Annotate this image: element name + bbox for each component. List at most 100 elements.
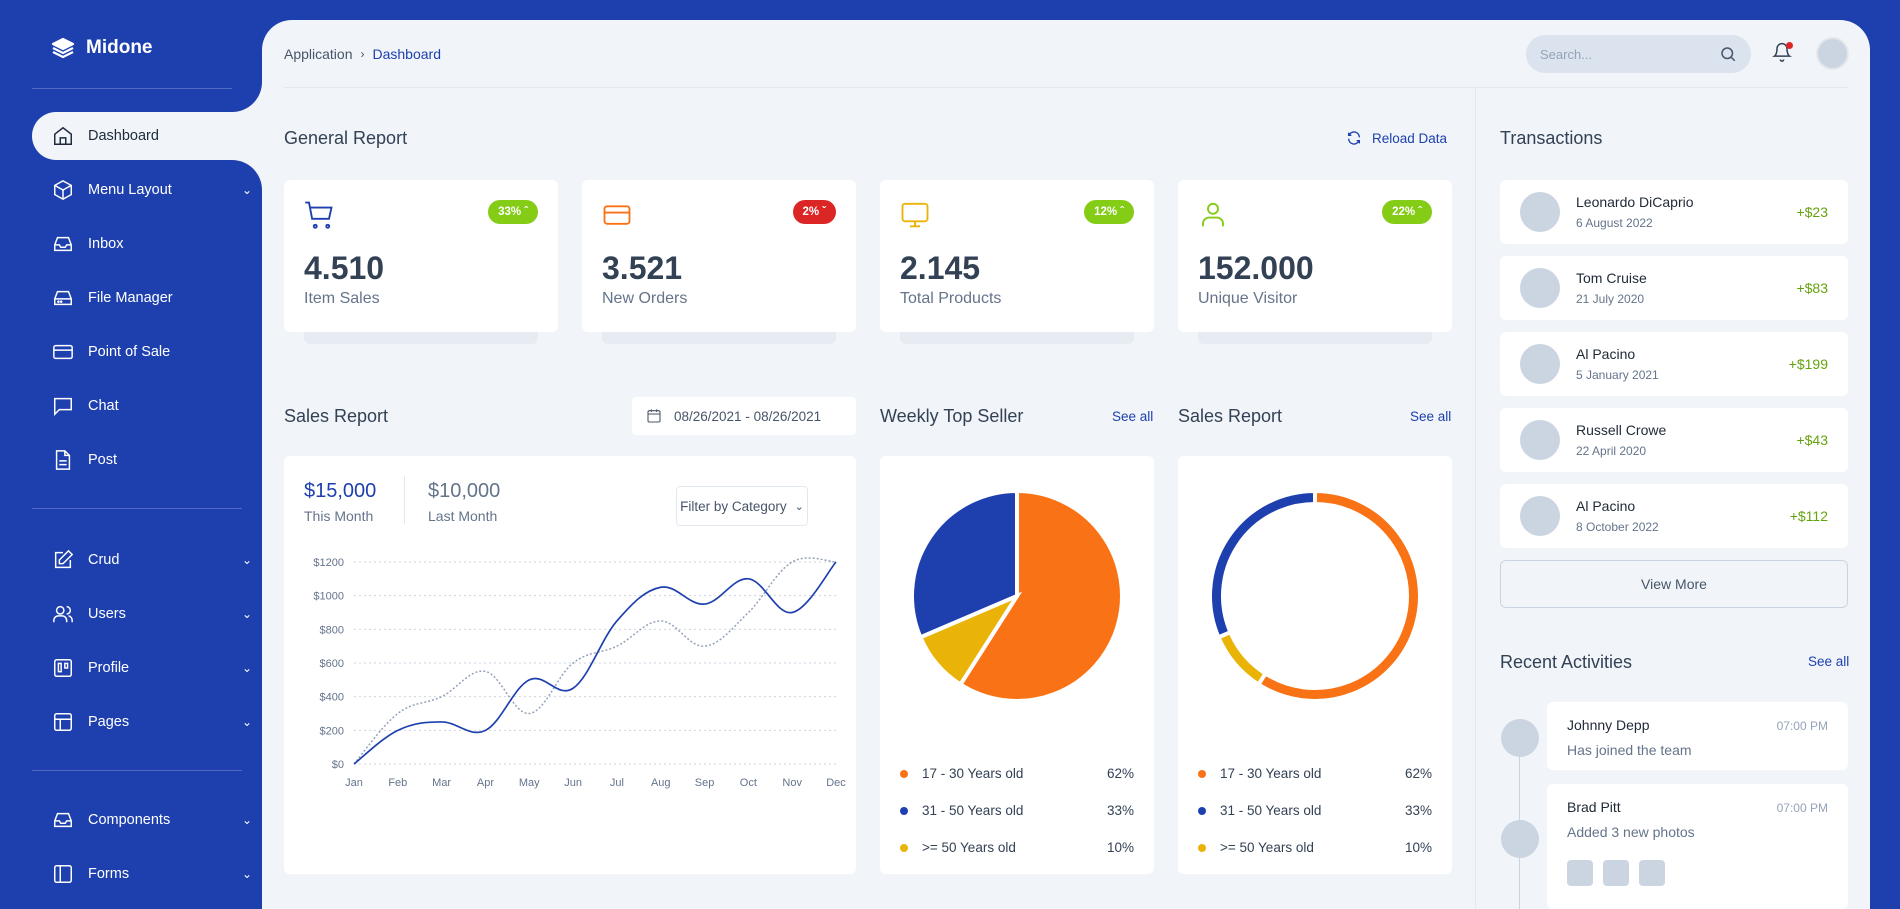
sidebar-item-label: Inbox bbox=[88, 236, 124, 252]
sidebar-item-label: Users bbox=[88, 606, 126, 622]
activity-item[interactable]: Brad Pitt 07:00 PM Added 3 new photos bbox=[1547, 784, 1848, 909]
photo-thumbnail[interactable] bbox=[1567, 860, 1593, 886]
view-more-button[interactable]: View More bbox=[1500, 560, 1848, 608]
sidebar-item-forms[interactable]: Forms ⌄ bbox=[32, 850, 262, 898]
sidebar-item-post[interactable]: Post bbox=[32, 436, 262, 484]
x-tick-label: Feb bbox=[388, 777, 407, 789]
reload-data-label: Reload Data bbox=[1372, 130, 1448, 146]
sidebar-item-label: Chat bbox=[88, 398, 119, 414]
trend-badge[interactable]: 33% ˆ bbox=[488, 200, 538, 224]
legend-item: 17 - 30 Years old 62% bbox=[900, 766, 1134, 781]
chevron-down-icon: ⌄ bbox=[794, 500, 804, 513]
chevron-down-icon: ⌄ bbox=[241, 607, 253, 621]
sidebar-item-users[interactable]: Users ⌄ bbox=[32, 590, 262, 638]
stat-card-item-sales[interactable]: 33% ˆ 4.510 Item Sales bbox=[284, 180, 558, 332]
filter-by-category-dropdown[interactable]: Filter by Category ⌄ bbox=[676, 486, 808, 526]
app-logo[interactable]: Midone bbox=[50, 36, 153, 60]
sidebar-item-label: Crud bbox=[88, 552, 120, 568]
top-bar: Application › Dashboard bbox=[284, 20, 1848, 88]
trend-badge[interactable]: 22% ˆ bbox=[1382, 200, 1432, 224]
sidebar-item-components[interactable]: Components ⌄ bbox=[32, 796, 262, 844]
y-tick-label: $0 bbox=[332, 759, 344, 771]
legend-percent: 10% bbox=[1404, 840, 1432, 855]
stat-card-total-products[interactable]: 12% ˆ 2.145 Total Products bbox=[880, 180, 1154, 332]
pie-slice[interactable] bbox=[1255, 488, 1422, 703]
transaction-item[interactable]: Leonardo DiCaprio 6 August 2022 +$23 bbox=[1500, 180, 1848, 244]
bell-icon bbox=[1772, 42, 1792, 62]
sidebar-item-label: Point of Sale bbox=[88, 344, 171, 360]
pie-slice[interactable] bbox=[910, 488, 1019, 640]
sidebar-item-label: Components bbox=[88, 812, 171, 828]
recent-activities-see-all[interactable]: See all bbox=[1808, 654, 1850, 669]
legend-label: 17 - 30 Years old bbox=[922, 766, 1024, 781]
stat-label: Total Products bbox=[900, 290, 1002, 307]
legend-dot bbox=[1198, 806, 1206, 815]
monitor-icon bbox=[901, 202, 929, 228]
search-icon[interactable] bbox=[1719, 45, 1737, 63]
sidebar-item-label: Dashboard bbox=[88, 128, 159, 144]
sidebar-item-label: Menu Layout bbox=[88, 182, 172, 198]
breadcrumb: Application › Dashboard bbox=[284, 46, 441, 62]
legend-percent: 33% bbox=[1106, 803, 1134, 818]
sales-report-donut-title: Sales Report bbox=[1178, 406, 1283, 426]
age-pie-chart bbox=[910, 488, 1124, 703]
sidebar-item-inbox[interactable]: Inbox bbox=[32, 220, 262, 268]
x-tick-label: Apr bbox=[477, 777, 494, 789]
date-range-picker[interactable]: 08/26/2021 - 08/26/2021 bbox=[632, 397, 856, 435]
sidebar-item-chat[interactable]: Chat bbox=[32, 382, 262, 430]
sidebar-item-profile[interactable]: Profile ⌄ bbox=[32, 644, 262, 692]
sales-report-card: $15,000 This Month $10,000 Last Month Fi… bbox=[284, 456, 856, 874]
pie-slice[interactable] bbox=[1208, 488, 1317, 640]
sidebar-item-crud[interactable]: Crud ⌄ bbox=[32, 536, 262, 584]
box-icon bbox=[54, 179, 72, 201]
file-text-icon bbox=[55, 450, 71, 470]
stat-card-new-orders[interactable]: 2% ˇ 3.521 New Orders bbox=[582, 180, 856, 332]
sidebar: Midone Dashboard Menu Layout ⌄ Inbox Fil… bbox=[0, 0, 262, 909]
sidebar-item-pages[interactable]: Pages ⌄ bbox=[32, 698, 262, 746]
sidebar-item-point-of-sale[interactable]: Point of Sale bbox=[32, 328, 262, 376]
chevron-down-icon: ˇ bbox=[822, 206, 826, 218]
photo-thumbnail[interactable] bbox=[1639, 860, 1665, 886]
sales-report-see-all[interactable]: See all bbox=[1410, 409, 1452, 424]
trello-icon bbox=[54, 659, 72, 677]
sidebar-item-label: Profile bbox=[88, 660, 130, 676]
x-tick-label: May bbox=[519, 777, 540, 789]
user-avatar[interactable] bbox=[1816, 37, 1849, 70]
trend-badge[interactable]: 2% ˇ bbox=[792, 200, 836, 224]
credit-card-icon bbox=[603, 205, 631, 225]
sidebar-divider bbox=[32, 770, 242, 771]
activity-time: 07:00 PM bbox=[1776, 719, 1828, 733]
y-tick-label: $600 bbox=[320, 658, 344, 670]
reload-data-link[interactable]: Reload Data bbox=[1346, 130, 1447, 146]
weekly-top-seller-see-all[interactable]: See all bbox=[1112, 409, 1154, 424]
sidebar-item-file-manager[interactable]: File Manager bbox=[32, 274, 262, 322]
hard-drive-icon bbox=[54, 290, 72, 306]
notification-bell[interactable] bbox=[1772, 42, 1794, 64]
transaction-item[interactable]: Russell Crowe 22 April 2020 +$43 bbox=[1500, 408, 1848, 472]
transaction-item[interactable]: Al Pacino 8 October 2022 +$112 bbox=[1500, 484, 1848, 548]
legend-label: 31 - 50 Years old bbox=[922, 803, 1024, 818]
activity-time: 07:00 PM bbox=[1776, 801, 1828, 815]
shopping-cart-icon bbox=[305, 201, 333, 229]
sidebar-item-menu-layout[interactable]: Menu Layout ⌄ bbox=[32, 166, 262, 214]
trend-badge[interactable]: 12% ˆ bbox=[1084, 200, 1134, 224]
edit-icon bbox=[54, 549, 74, 569]
transaction-item[interactable]: Tom Cruise 21 July 2020 +$83 bbox=[1500, 256, 1848, 320]
stat-card-unique-visitor[interactable]: 22% ˆ 152.000 Unique Visitor bbox=[1178, 180, 1452, 332]
active-tab-connector bbox=[232, 160, 262, 190]
legend-dot bbox=[1198, 843, 1206, 852]
activity-name: Johnny Depp bbox=[1567, 717, 1650, 733]
transaction-item[interactable]: Al Pacino 5 January 2021 +$199 bbox=[1500, 332, 1848, 396]
breadcrumb-parent[interactable]: Application bbox=[284, 45, 353, 62]
photo-thumbnail[interactable] bbox=[1603, 860, 1629, 886]
pie-slice[interactable] bbox=[957, 488, 1124, 703]
pie-slice[interactable] bbox=[1215, 629, 1269, 688]
sidebar-item-dashboard[interactable]: Dashboard bbox=[32, 112, 262, 160]
search-input[interactable] bbox=[1540, 46, 1719, 62]
x-tick-label: Dec bbox=[826, 777, 846, 789]
transaction-amount: +$112 bbox=[1789, 508, 1828, 524]
transactions-title: Transactions bbox=[1500, 128, 1603, 148]
legend-dot bbox=[900, 806, 908, 815]
activity-item[interactable]: Johnny Depp 07:00 PM Has joined the team bbox=[1547, 702, 1848, 770]
card-shadow bbox=[304, 332, 538, 344]
